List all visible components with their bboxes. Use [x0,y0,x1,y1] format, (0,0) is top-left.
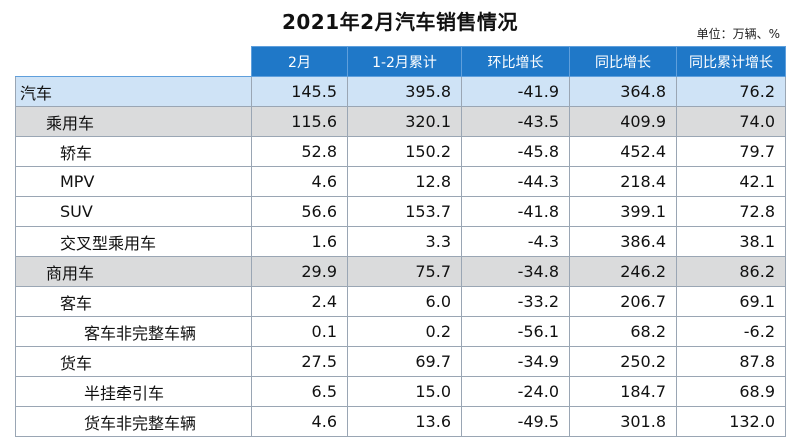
cell-value: -49.5 [461,406,570,437]
cell-value: -6.2 [676,316,786,347]
cell-value: -34.8 [461,256,570,287]
cell-value: 250.2 [569,346,677,377]
cell-value: 115.6 [251,106,348,137]
cell-value: 38.1 [676,226,786,257]
row-label: 汽车 [15,76,252,107]
row-label: SUV [15,196,252,227]
header-cell-yoy-cumulative: 同比累计增长 [676,46,786,77]
cell-value: -4.3 [461,226,570,257]
row-label: 货车非完整车辆 [15,406,252,437]
cell-value: 320.1 [347,106,462,137]
cell-value: 132.0 [676,406,786,437]
cell-value: 75.7 [347,256,462,287]
table-row: 客车非完整车辆 0.1 0.2 -56.1 68.2 -6.2 [15,316,786,347]
cell-value: 69.1 [676,286,786,317]
table-row: 轿车 52.8 150.2 -45.8 452.4 79.7 [15,136,786,167]
table-row: 货车 27.5 69.7 -34.9 250.2 87.8 [15,346,786,377]
cell-value: 29.9 [251,256,348,287]
cell-value: -43.5 [461,106,570,137]
cell-value: 69.7 [347,346,462,377]
cell-value: -45.8 [461,136,570,167]
cell-value: 13.6 [347,406,462,437]
table-row: MPV 4.6 12.8 -44.3 218.4 42.1 [15,166,786,197]
row-label: 半挂牵引车 [15,376,252,407]
table-row: 半挂牵引车 6.5 15.0 -24.0 184.7 68.9 [15,376,786,407]
cell-value: 79.7 [676,136,786,167]
table-row: SUV 56.6 153.7 -41.8 399.1 72.8 [15,196,786,227]
cell-value: -41.9 [461,76,570,107]
cell-value: 153.7 [347,196,462,227]
table-row: 客车 2.4 6.0 -33.2 206.7 69.1 [15,286,786,317]
cell-value: 4.6 [251,406,348,437]
row-label: 交叉型乘用车 [15,226,252,257]
cell-value: 386.4 [569,226,677,257]
cell-value: 27.5 [251,346,348,377]
cell-value: 12.8 [347,166,462,197]
row-label: 商用车 [15,256,252,287]
cell-value: -56.1 [461,316,570,347]
cell-value: 42.1 [676,166,786,197]
cell-value: 4.6 [251,166,348,197]
cell-value: 76.2 [676,76,786,107]
cell-value: 0.1 [251,316,348,347]
row-label: MPV [15,166,252,197]
cell-value: 87.8 [676,346,786,377]
table-row: 汽车 145.5 395.8 -41.9 364.8 76.2 [15,76,786,107]
unit-label: 单位：万辆、% [696,27,780,41]
cell-value: 2.4 [251,286,348,317]
cell-value: -33.2 [461,286,570,317]
cell-value: 409.9 [569,106,677,137]
header-row: 2月 1-2月累计 环比增长 同比增长 同比累计增长 [15,46,786,77]
row-label: 客车 [15,286,252,317]
table-row: 交叉型乘用车 1.6 3.3 -4.3 386.4 38.1 [15,226,786,257]
cell-value: -34.9 [461,346,570,377]
cell-value: 0.2 [347,316,462,347]
cell-value: 184.7 [569,376,677,407]
cell-value: 206.7 [569,286,677,317]
cell-value: 52.8 [251,136,348,167]
header-cell-mom: 环比增长 [461,46,570,77]
cell-value: 68.9 [676,376,786,407]
cell-value: 399.1 [569,196,677,227]
cell-value: -44.3 [461,166,570,197]
sales-table: 2月 1-2月累计 环比增长 同比增长 同比累计增长 汽车 145.5 395.… [15,46,786,437]
cell-value: 72.8 [676,196,786,227]
row-label: 货车 [15,346,252,377]
header-cell-cumulative: 1-2月累计 [347,46,462,77]
page-title: 2021年2月汽车销售情况 [281,10,519,34]
header-cell-blank [15,46,252,77]
header-cell-yoy: 同比增长 [569,46,677,77]
cell-value: 364.8 [569,76,677,107]
header-cell-feb: 2月 [251,46,348,77]
table-row: 货车非完整车辆 4.6 13.6 -49.5 301.8 132.0 [15,406,786,437]
cell-value: 15.0 [347,376,462,407]
cell-value: 6.0 [347,286,462,317]
cell-value: 1.6 [251,226,348,257]
cell-value: -41.8 [461,196,570,227]
cell-value: 395.8 [347,76,462,107]
table-row: 乘用车 115.6 320.1 -43.5 409.9 74.0 [15,106,786,137]
cell-value: 246.2 [569,256,677,287]
cell-value: 68.2 [569,316,677,347]
cell-value: 3.3 [347,226,462,257]
cell-value: 218.4 [569,166,677,197]
row-label: 轿车 [15,136,252,167]
row-label: 客车非完整车辆 [15,316,252,347]
cell-value: 150.2 [347,136,462,167]
cell-value: 86.2 [676,256,786,287]
page: 2021年2月汽车销售情况 单位：万辆、% 2月 1-2月累计 环比增长 同比增… [15,10,786,437]
cell-value: 56.6 [251,196,348,227]
table-row: 商用车 29.9 75.7 -34.8 246.2 86.2 [15,256,786,287]
cell-value: 145.5 [251,76,348,107]
cell-value: 6.5 [251,376,348,407]
cell-value: 301.8 [569,406,677,437]
row-label: 乘用车 [15,106,252,137]
cell-value: 452.4 [569,136,677,167]
cell-value: 74.0 [676,106,786,137]
cell-value: -24.0 [461,376,570,407]
